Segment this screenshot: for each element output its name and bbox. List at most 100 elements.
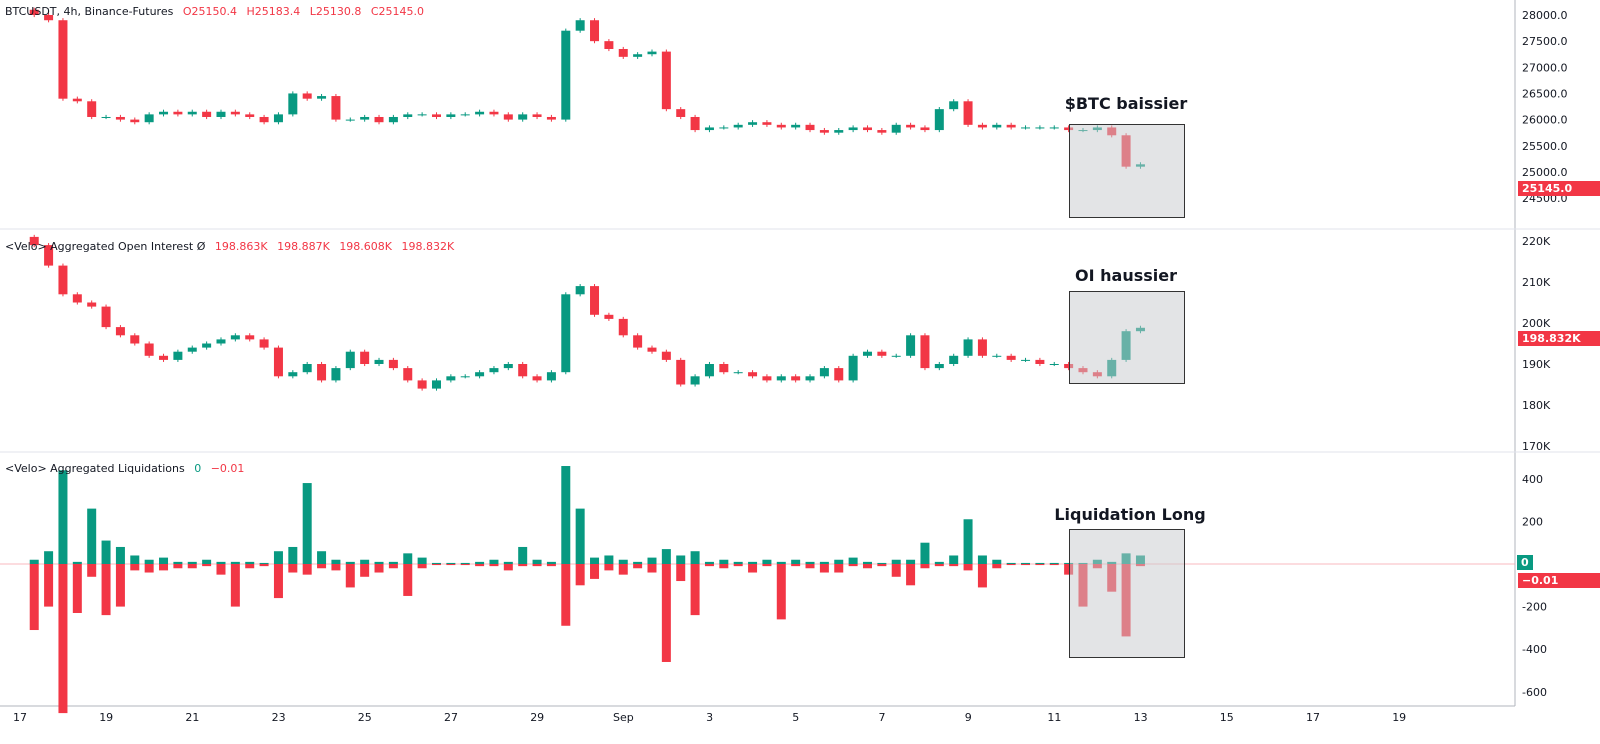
- oi-candle: [762, 376, 772, 381]
- liq-long-bar: [388, 564, 398, 569]
- close-value: C25145.0: [370, 5, 425, 18]
- liq-long-bar: [704, 564, 714, 567]
- liq-indicator-label[interactable]: <Velo> Aggregated Liquidations: [5, 462, 185, 475]
- price-candle: [633, 54, 643, 57]
- liq-long-bar: [259, 564, 269, 567]
- liq-short-bar: [848, 557, 858, 564]
- price-candle: [518, 114, 528, 120]
- liq-long-bar: [44, 564, 54, 607]
- price-candle: [87, 101, 97, 117]
- liq-short-bar: [446, 562, 456, 564]
- oi-candle: [733, 372, 743, 374]
- liq-short-bar: [245, 561, 255, 564]
- liq-long-bar: [776, 564, 786, 620]
- liq-long-bar: [834, 564, 844, 573]
- liq-short-bar: [230, 561, 240, 564]
- price-candle: [331, 96, 341, 120]
- oi-candle: [1049, 364, 1059, 365]
- oi-candle: [345, 351, 355, 369]
- liq-short-bar: [704, 561, 714, 564]
- liq-long-bar: [977, 564, 987, 588]
- oi-candle: [503, 364, 513, 369]
- oi-indicator-label[interactable]: <Velo> Aggregated Open Interest Ø: [5, 240, 206, 253]
- liq-long-bar: [345, 564, 355, 588]
- oi-candle: [977, 339, 987, 356]
- oi-candle: [719, 364, 729, 373]
- oi-candle: [259, 339, 269, 348]
- liq-short-bar: [345, 561, 355, 564]
- oi-candle: [676, 359, 686, 385]
- oi-candle: [29, 236, 39, 246]
- liq-short-bar: [331, 559, 341, 564]
- low-value: L25130.8: [309, 5, 362, 18]
- liq-short-bar: [130, 555, 140, 564]
- liq-long-bar: [144, 564, 154, 573]
- time-tick-label: 19: [1392, 711, 1406, 724]
- price-candle: [575, 20, 585, 31]
- liq-long-bar: [115, 564, 125, 607]
- liq-short-bar: [101, 540, 111, 564]
- liq-long-bar: [748, 564, 758, 573]
- open-value: O25150.4: [182, 5, 237, 18]
- oi-candle: [1021, 359, 1031, 361]
- price-candle: [762, 122, 772, 125]
- liq-long-bar: [647, 564, 657, 573]
- liq-short-bar: [87, 508, 97, 564]
- price-candle: [202, 111, 212, 117]
- liq-long-bar: [403, 564, 413, 596]
- liq-short-bar: [360, 559, 370, 564]
- time-tick-label: 17: [13, 711, 27, 724]
- price-candle: [1006, 124, 1016, 128]
- oi-candle: [546, 372, 556, 381]
- price-candle: [906, 124, 916, 128]
- liq-long-bar: [762, 564, 772, 567]
- liq-short-bar: [489, 559, 499, 564]
- time-tick-label: 21: [185, 711, 199, 724]
- price-candle: [245, 114, 255, 117]
- liq-short-bar: [273, 551, 283, 564]
- annotation-box-btc[interactable]: [1069, 124, 1185, 218]
- oi-candle: [417, 380, 427, 389]
- liq-short-bar: [546, 561, 556, 564]
- liq-long-bar: [690, 564, 700, 616]
- price-candle: [58, 20, 68, 99]
- high-value: H25183.4: [246, 5, 301, 18]
- oi-legend: <Velo> Aggregated Open Interest Ø 198.86…: [5, 240, 454, 253]
- price-candle: [417, 114, 427, 116]
- oi-tick-label: 220K: [1522, 235, 1551, 248]
- oi-candle: [992, 355, 1002, 357]
- liq-short-bar: [590, 557, 600, 564]
- oi-candle: [618, 318, 628, 336]
- liq-short-bar: [647, 557, 657, 564]
- liq-long-bar: [676, 564, 686, 582]
- oi-candle: [848, 355, 858, 381]
- liq-short-bar: [762, 559, 772, 564]
- price-tick-label: 26500.0: [1522, 87, 1568, 100]
- price-candle: [446, 114, 456, 117]
- oi-candle: [288, 372, 298, 377]
- oi-candle: [906, 335, 916, 356]
- oi-candle: [431, 380, 441, 389]
- annotation-box-liq[interactable]: [1069, 529, 1185, 658]
- symbol-label[interactable]: BTCUSDT, 4h, Binance-Futures: [5, 5, 174, 18]
- liq-long-bar: [561, 564, 571, 626]
- liq-short-bar: [403, 553, 413, 564]
- oi-candle: [877, 351, 887, 356]
- liq-short-bar: [906, 559, 916, 564]
- price-candle: [475, 111, 485, 115]
- annotation-box-oi[interactable]: [1069, 291, 1185, 384]
- time-tick-label: 5: [792, 711, 799, 724]
- price-candle: [230, 111, 240, 115]
- oi-candle: [748, 372, 758, 377]
- oi-low: 198.608K: [339, 240, 393, 253]
- oi-candle: [115, 327, 125, 336]
- price-candle: [388, 116, 398, 123]
- price-tick-label: 25500.0: [1522, 140, 1568, 153]
- time-tick-label: 25: [358, 711, 372, 724]
- oi-candle: [460, 376, 470, 378]
- price-candle: [934, 109, 944, 131]
- oi-candle: [216, 339, 226, 344]
- price-candle: [159, 111, 169, 115]
